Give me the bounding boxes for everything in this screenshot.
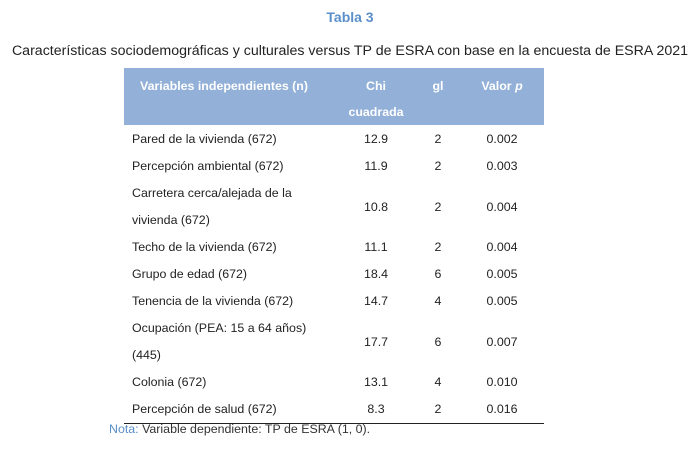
cell-chi: 12.9 [363, 132, 389, 146]
header-valor-text: Valor [481, 79, 516, 93]
cell-chi: 18.4 [363, 267, 389, 281]
cell-variable: Carretera cerca/alejada de la vivienda (… [132, 186, 292, 227]
table-caption: Características sociodemográficas y cult… [11, 43, 689, 59]
cell-p-value: 0.005 [486, 294, 518, 308]
cell-gl: 2 [434, 240, 442, 254]
cell-gl: 6 [434, 267, 442, 281]
cell-gl: 6 [434, 334, 442, 349]
cell-gl: 4 [434, 375, 442, 389]
results-table: Variables independientes (n) Chi cuadrad… [124, 68, 544, 424]
header-valor-p: Valor p [460, 68, 544, 125]
table-note: Nota: Variable dependiente: TP de ESRA (… [109, 422, 370, 436]
cell-p-value: 0.016 [460, 396, 544, 424]
header-chi: Chi cuadrada [336, 68, 416, 125]
cell-p-value: 0.004 [486, 240, 518, 254]
cell-chi: 17.7 [363, 334, 389, 349]
table-row: Colonia (672) 13.1 4 0.010 [124, 369, 544, 396]
cell-chi: 11.9 [364, 159, 388, 173]
cell-chi: 14.7 [363, 294, 389, 308]
header-gl: gl [416, 68, 460, 125]
table-row: Techo de la vivienda (672) 11.1 2 0.004 [124, 234, 544, 261]
cell-gl: 4 [434, 294, 442, 308]
cell-variable: Tenencia de la vivienda (672) [132, 294, 294, 308]
table-body: Pared de la vivienda (672) 12.9 2 0.002 Perc… [124, 125, 544, 424]
cell-variable: Colonia (672) [132, 375, 207, 389]
table-row: Carretera cerca/alejada de la vivienda (… [124, 180, 544, 234]
cell-gl: 2 [434, 159, 442, 173]
header-variables: Variables independientes (n) [124, 68, 336, 125]
cell-gl: 2 [434, 199, 442, 214]
table-row: Percepción de salud (672) 8.3 2 0.016 [124, 396, 544, 424]
header-row: Variables independientes (n) Chi cuadrad… [124, 68, 544, 125]
cell-variable: Pared de la vivienda (672) [132, 132, 277, 146]
cell-variable: Grupo de edad (672) [132, 267, 248, 281]
header-p-italic: p [515, 79, 523, 93]
cell-p-value: 0.007 [486, 334, 518, 349]
table-label: Tabla 3 [326, 9, 374, 25]
cell-p-value: 0.002 [486, 132, 518, 146]
table-row: Percepción ambiental (672) 11.9 2 0.003 [124, 153, 544, 180]
cell-chi: 11.1 [364, 240, 388, 254]
table-row: Pared de la vivienda (672) 12.9 2 0.002 [124, 125, 544, 153]
cell-variable: Percepción de salud (672) [124, 396, 336, 424]
cell-chi: 13.1 [363, 375, 389, 389]
note-text: Variable dependiente: TP de ESRA (1, 0). [138, 422, 371, 436]
cell-chi: 8.3 [336, 396, 416, 424]
cell-variable: Techo de la vivienda (672) [132, 240, 277, 254]
table-row: Ocupación (PEA: 15 a 64 años) (445) 17.7 6… [124, 315, 544, 369]
cell-variable: Percepción ambiental (672) [132, 159, 284, 173]
cell-p-value: 0.010 [486, 375, 518, 389]
cell-chi: 10.8 [363, 199, 389, 214]
cell-p-value: 0.005 [486, 267, 518, 281]
cell-variable: Ocupación (PEA: 15 a 64 años) (445) [132, 321, 307, 362]
table-row: Grupo de edad (672) 18.4 6 0.005 [124, 261, 544, 288]
table-row: Tenencia de la vivienda (672) 14.7 4 0.005 [124, 288, 544, 315]
cell-p-value: 0.003 [486, 159, 518, 173]
note-label: Nota: [109, 422, 139, 436]
cell-gl: 2 [416, 396, 460, 424]
cell-p-value: 0.004 [486, 199, 518, 214]
cell-gl: 2 [434, 132, 442, 146]
